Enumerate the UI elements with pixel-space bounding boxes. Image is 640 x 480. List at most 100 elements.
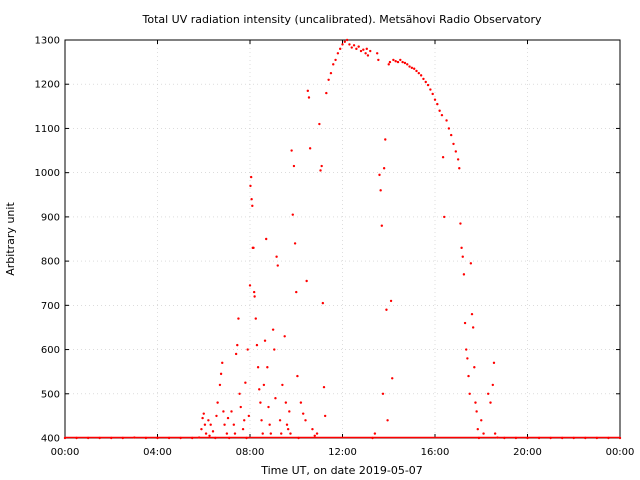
- data-point: [366, 54, 370, 57]
- data-point: [230, 410, 233, 413]
- x-tick-label: 20:00: [513, 447, 542, 458]
- data-point: [391, 377, 394, 380]
- data-point: [252, 246, 255, 250]
- data-point: [389, 299, 393, 303]
- data-point: [238, 392, 241, 395]
- data-point: [424, 80, 427, 84]
- data-point: [286, 427, 290, 431]
- data-point: [273, 348, 276, 351]
- data-point: [381, 392, 385, 395]
- data-point: [341, 43, 344, 46]
- data-point: [241, 427, 245, 431]
- data-point: [256, 366, 260, 369]
- data-point: [459, 222, 462, 225]
- data-point: [436, 102, 439, 106]
- data-point: [233, 432, 237, 435]
- data-point: [399, 58, 402, 62]
- data-point: [441, 155, 445, 159]
- data-point: [336, 52, 340, 55]
- data-point: [359, 49, 363, 53]
- data-point: [301, 412, 305, 415]
- data-point: [318, 122, 321, 126]
- data-point: [364, 52, 367, 55]
- data-point: [417, 71, 421, 75]
- data-point: [291, 213, 294, 216]
- data-point: [239, 405, 242, 409]
- data-point: [387, 63, 390, 66]
- data-point: [202, 412, 205, 415]
- data-point: [475, 410, 478, 413]
- y-tick-label: 1200: [35, 80, 60, 91]
- data-point: [313, 434, 316, 437]
- data-point: [465, 348, 468, 351]
- data-point: [456, 158, 460, 161]
- data-point: [382, 167, 386, 170]
- data-point: [200, 427, 203, 431]
- x-axis-label: Time UT, on date 2019-05-07: [260, 464, 423, 477]
- data-point: [474, 401, 477, 404]
- data-point: [325, 91, 328, 95]
- y-axis-label: Arbitrary unit: [4, 202, 17, 276]
- data-point: [295, 290, 298, 294]
- data-point: [429, 88, 432, 91]
- data-point: [392, 58, 395, 62]
- x-tick-label: 00:00: [51, 447, 80, 458]
- data-point: [243, 419, 246, 422]
- data-point: [248, 284, 252, 287]
- data-point: [249, 184, 252, 188]
- data-point: [385, 308, 388, 311]
- data-point: [462, 273, 466, 276]
- data-point: [386, 419, 389, 422]
- data-point: [445, 119, 448, 122]
- x-tick-label: 08:00: [236, 447, 265, 458]
- data-point: [388, 60, 392, 64]
- data-point: [216, 401, 219, 404]
- data-point: [440, 113, 444, 117]
- data-point: [378, 173, 381, 177]
- data-point: [219, 372, 223, 376]
- y-tick-label: 1300: [35, 36, 60, 47]
- data-point: [207, 419, 210, 422]
- data-point: [319, 169, 322, 172]
- data-point: [249, 175, 253, 179]
- data-point: [384, 138, 387, 141]
- data-point: [369, 49, 372, 53]
- data-point: [289, 432, 292, 435]
- data-point: [401, 60, 404, 64]
- data-point: [209, 423, 212, 426]
- x-tick-label: 16:00: [421, 447, 450, 458]
- data-point: [379, 189, 382, 192]
- data-point: [486, 392, 490, 395]
- data-point: [276, 264, 279, 267]
- data-point: [226, 416, 230, 420]
- y-tick-label: 800: [41, 257, 60, 268]
- y-tick-label: 600: [41, 345, 60, 356]
- chart-title: Total UV radiation intensity (uncalibrat…: [142, 13, 542, 26]
- data-point: [281, 383, 284, 387]
- data-point: [327, 78, 330, 82]
- data-point: [415, 69, 418, 73]
- data-point: [449, 133, 453, 137]
- data-point: [470, 312, 474, 316]
- data-point: [332, 63, 335, 66]
- plot-frame: [64, 39, 621, 439]
- data-point: [334, 58, 337, 62]
- data-point: [461, 255, 464, 258]
- data-point: [352, 44, 356, 47]
- data-point: [306, 89, 310, 93]
- data-point: [329, 71, 333, 75]
- data-point: [431, 92, 434, 96]
- data-point: [278, 419, 282, 422]
- data-point: [225, 432, 229, 435]
- data-point: [473, 366, 476, 369]
- data-point: [218, 383, 222, 387]
- data-point: [322, 385, 326, 389]
- data-point: [467, 374, 470, 378]
- data-point: [268, 423, 271, 426]
- data-point: [406, 63, 409, 66]
- data-point: [288, 410, 291, 413]
- y-tick-label: 700: [41, 301, 60, 312]
- data-point: [293, 242, 297, 245]
- data-point: [463, 321, 467, 325]
